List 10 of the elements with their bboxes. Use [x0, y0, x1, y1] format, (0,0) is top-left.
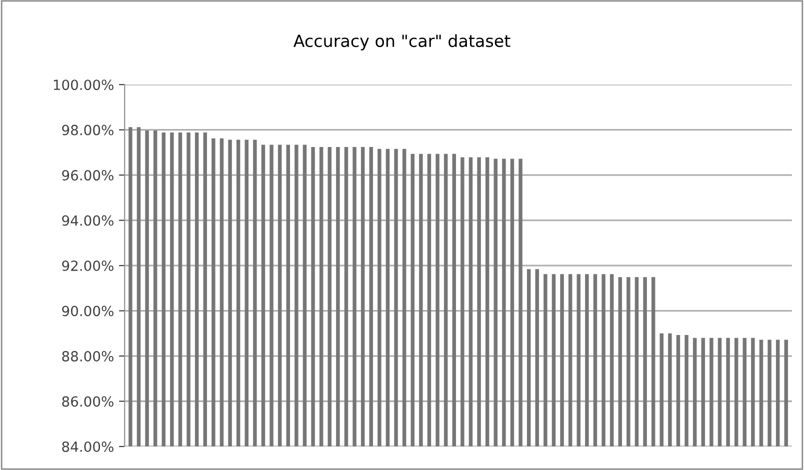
y-tick-label: 86.00% — [62, 396, 114, 407]
y-tick-label: 84.00% — [62, 441, 114, 452]
chart-title: Accuracy on "car" dataset — [293, 34, 510, 50]
y-tick-label: 90.00% — [62, 306, 114, 316]
y-tick-label: 96.00% — [62, 170, 114, 181]
y-tick-label: 88.00% — [62, 350, 114, 362]
y-tick-label: 98.00% — [62, 124, 114, 136]
y-tick-label: 92.00% — [62, 260, 114, 272]
y-tick-label: 94.00% — [62, 215, 114, 226]
y-tick-label: 100.00% — [54, 80, 114, 90]
